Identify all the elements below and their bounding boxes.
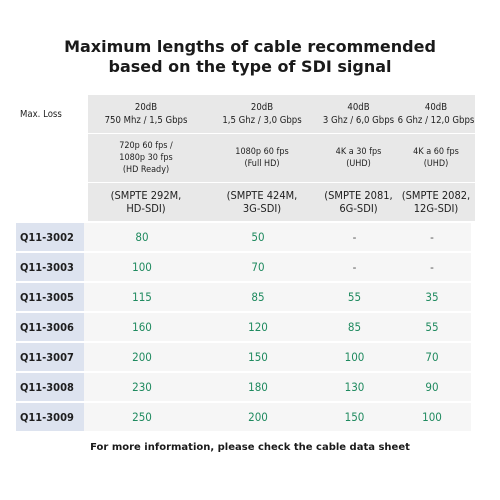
- bandwidth-value: 750 Mhz / 1,5 Gbps: [104, 115, 188, 126]
- page-title: Maximum lengths of cable recommended bas…: [0, 37, 500, 77]
- loss-value: 20dB: [250, 102, 274, 113]
- model-label: Q11-3006: [16, 313, 84, 341]
- loss-value: 40dB: [424, 102, 448, 113]
- standard-cell: (SMPTE 424M, 3G-SDI): [204, 183, 320, 221]
- row-label-spacer: [16, 183, 88, 221]
- length-value: 70: [393, 343, 471, 371]
- model-label: Q11-3005: [16, 283, 84, 311]
- header-row-format: 720p 60 fps / 1080p 30 fps (HD Ready) 10…: [16, 134, 475, 183]
- length-value: -: [316, 253, 393, 281]
- length-value: 85: [200, 283, 316, 311]
- standard-line: (SMPTE 424M,: [226, 189, 298, 202]
- length-value: -: [393, 253, 471, 281]
- column-header: 20dB 1,5 Ghz / 3,0 Gbps: [204, 95, 320, 133]
- footer-note: For more information, please check the c…: [90, 442, 410, 453]
- format-line: 4K a 30 fps: [335, 147, 382, 157]
- standard-cell: (SMPTE 292M, HD-SDI): [88, 183, 204, 221]
- length-value: -: [316, 223, 393, 251]
- length-value: 180: [200, 373, 316, 401]
- model-label: Q11-3002: [16, 223, 84, 251]
- model-label: Q11-3007: [16, 343, 84, 371]
- table-row: Q11-3003 100 70 - -: [16, 251, 471, 281]
- format-line: (HD Ready): [122, 165, 170, 175]
- table-row: Q11-3006 160 120 85 55: [16, 311, 471, 341]
- model-label: Q11-3009: [16, 403, 84, 431]
- format-line: 4K a 60 fps: [413, 147, 459, 157]
- model-label: Q11-3003: [16, 253, 84, 281]
- header-row-standard: (SMPTE 292M, HD-SDI) (SMPTE 424M, 3G-SDI…: [16, 183, 475, 221]
- format-cell: 4K a 60 fps (UHD): [397, 134, 475, 182]
- bandwidth-value: 3 Ghz / 6,0 Gbps: [322, 115, 395, 126]
- loss-value: 20dB: [134, 102, 158, 113]
- format-line: 1080p 60 fps: [235, 147, 289, 157]
- bandwidth-value: 6 Ghz / 12,0 Gbps: [397, 115, 475, 126]
- standard-line: 3G-SDI): [242, 202, 282, 215]
- length-value: 200: [200, 403, 316, 431]
- length-value: 35: [393, 283, 471, 311]
- max-loss-label: Max. Loss: [16, 95, 88, 133]
- length-value: 50: [200, 223, 316, 251]
- format-line: 1080p 30 fps: [119, 153, 173, 163]
- length-value: 130: [316, 373, 393, 401]
- bandwidth-value: 1,5 Ghz / 3,0 Gbps: [222, 115, 302, 126]
- title-line-2: based on the type of SDI signal: [108, 57, 392, 76]
- length-value: 200: [84, 343, 200, 371]
- standard-line: (SMPTE 2082,: [401, 189, 471, 202]
- table-row: Q11-3008 230 180 130 90: [16, 371, 471, 401]
- table-row: Q11-3005 115 85 55 35: [16, 281, 471, 311]
- length-value: 120: [200, 313, 316, 341]
- standard-line: (SMPTE 2081,: [324, 189, 393, 202]
- standard-cell: (SMPTE 2082, 12G-SDI): [397, 183, 475, 221]
- table-row: Q11-3002 80 50 - -: [16, 221, 471, 251]
- length-value: 55: [393, 313, 471, 341]
- length-value: 160: [84, 313, 200, 341]
- standard-line: (SMPTE 292M,: [110, 189, 182, 202]
- standard-line: HD-SDI): [126, 202, 166, 215]
- standard-line: 12G-SDI): [413, 202, 459, 215]
- length-value: -: [393, 223, 471, 251]
- length-value: 100: [393, 403, 471, 431]
- cable-length-table: Max. Loss 20dB 750 Mhz / 1,5 Gbps 20dB 1…: [16, 95, 475, 431]
- length-value: 100: [84, 253, 200, 281]
- format-line: 720p 60 fps /: [119, 141, 173, 151]
- model-label: Q11-3008: [16, 373, 84, 401]
- length-value: 70: [200, 253, 316, 281]
- length-value: 150: [316, 403, 393, 431]
- length-value: 150: [200, 343, 316, 371]
- title-line-1: Maximum lengths of cable recommended: [64, 37, 436, 56]
- standard-cell: (SMPTE 2081, 6G-SDI): [320, 183, 397, 221]
- table-row: Q11-3009 250 200 150 100: [16, 401, 471, 431]
- length-value: 115: [84, 283, 200, 311]
- standard-line: 6G-SDI): [339, 202, 378, 215]
- format-cell: 4K a 30 fps (UHD): [320, 134, 397, 182]
- format-line: (Full HD): [244, 159, 280, 169]
- format-line: (UHD): [346, 159, 371, 169]
- column-header: 40dB 6 Ghz / 12,0 Gbps: [397, 95, 475, 133]
- length-value: 55: [316, 283, 393, 311]
- length-value: 80: [84, 223, 200, 251]
- length-value: 90: [393, 373, 471, 401]
- length-value: 85: [316, 313, 393, 341]
- loss-value: 40dB: [347, 102, 370, 113]
- format-cell: 1080p 60 fps (Full HD): [204, 134, 320, 182]
- length-value: 230: [84, 373, 200, 401]
- format-line: (UHD): [423, 159, 449, 169]
- column-header: 40dB 3 Ghz / 6,0 Gbps: [320, 95, 397, 133]
- column-header: 20dB 750 Mhz / 1,5 Gbps: [88, 95, 204, 133]
- header-row-loss: Max. Loss 20dB 750 Mhz / 1,5 Gbps 20dB 1…: [16, 95, 475, 134]
- row-label-spacer: [16, 134, 88, 182]
- length-value: 250: [84, 403, 200, 431]
- table-row: Q11-3007 200 150 100 70: [16, 341, 471, 371]
- format-cell: 720p 60 fps / 1080p 30 fps (HD Ready): [88, 134, 204, 182]
- length-value: 100: [316, 343, 393, 371]
